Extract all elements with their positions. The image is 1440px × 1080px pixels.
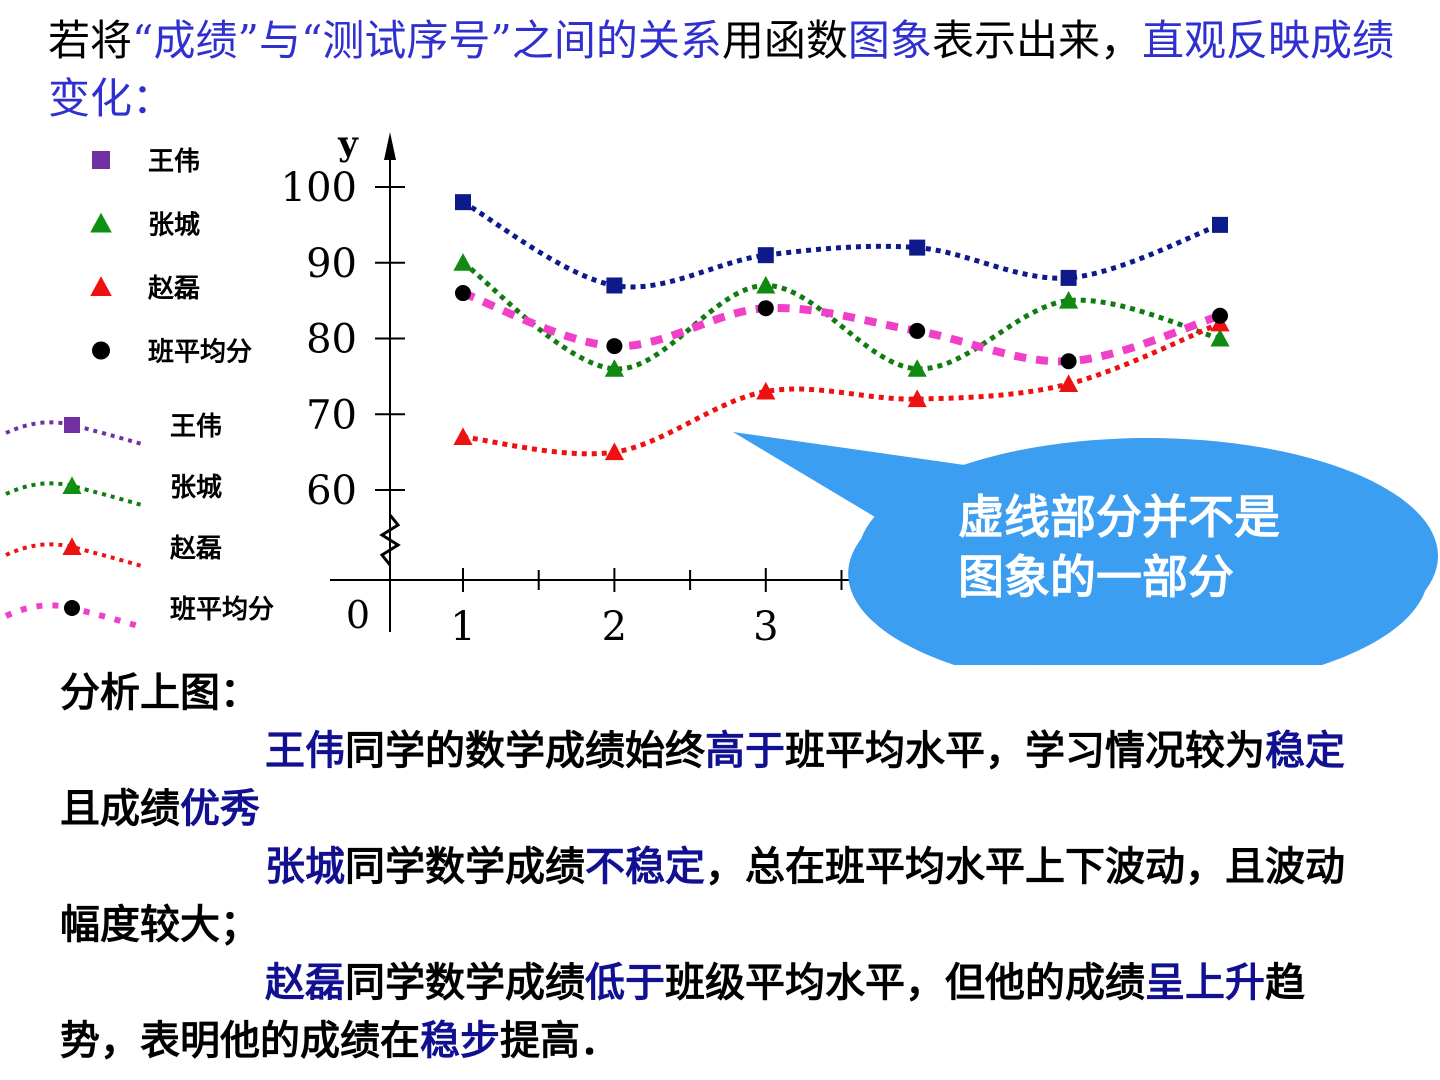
callout-bubble [858,438,1438,665]
marker [756,275,776,294]
marker [453,253,473,271]
text-run: 图象 [847,16,932,65]
marker [90,276,112,296]
chart: y060708090100123456王伟王伟张城张城赵磊赵磊班平均分班平均分虚… [4,124,1438,665]
y-tick-label: 90 [306,241,357,287]
legend-label: 赵磊 [169,534,222,564]
marker [92,151,110,169]
legend-line [5,542,146,569]
callout-text: 虚线部分并不是 [958,490,1280,544]
legend-label: 班平均分 [170,595,274,625]
text-run: 王伟 [265,728,345,774]
analysis-paragraph: 张城同学数学成绩不稳定，总在班平均水平上下波动，且波动幅度较大； [60,838,1380,954]
text-run: 用函数 [721,16,848,65]
text-run: 若将 [48,16,133,65]
legend-label: 王伟 [170,412,222,442]
series-line [461,289,1222,366]
text-run: 表示出来， [931,16,1142,65]
legend-label: 班平均分 [148,338,252,368]
marker [1060,269,1077,286]
origin-label: 0 [346,593,370,637]
heading: 若将“成绩”与“测试序号”之间的关系用函数图象表示出来，直观反映成绩变化： [48,12,1408,128]
text-run: 稳定 [1265,728,1345,774]
marker [1210,328,1230,347]
marker [453,427,473,445]
text-run: 高于 [705,728,785,774]
legend-label: 张城 [170,473,222,503]
marker [909,322,926,339]
text-run: 稳步 [420,1018,500,1064]
x-tick-label: 1 [450,604,475,650]
text-run: 同学的数学成绩始终 [345,728,705,774]
marker [909,239,926,256]
series-line [461,199,1221,290]
analysis-paragraph: 赵磊同学数学成绩低于班级平均水平，但他的成绩呈上升趋势，表明他的成绩在稳步提高． [60,954,1380,1070]
marker [756,381,776,400]
text-run: 提高． [500,1018,620,1064]
text-run: “成绩”与“测试序号”之间的关系 [132,16,722,65]
text-run: 同学数学成绩 [345,960,585,1006]
legend-line [5,481,146,508]
marker [907,359,927,377]
marker [1059,291,1079,309]
marker [1060,353,1077,370]
analysis: 分析上图： 王伟同学的数学成绩始终高于班平均水平，学习情况较为稳定且成绩优秀 张城… [60,664,1380,1070]
marker [604,359,624,377]
legend-line [5,420,146,447]
y-tick-label: 70 [306,392,357,438]
legend-label: 赵磊 [147,274,200,304]
marker [90,212,112,233]
text-run: 且成绩 [60,786,180,832]
text-run: 优秀 [180,786,260,832]
text-run: ，总在班平均水平上下波动，且波动幅度较大； [60,844,1345,948]
legend-label: 张城 [148,211,200,241]
text-run: 低于 [585,960,665,1006]
x-tick-label: 3 [753,604,778,650]
marker [455,194,471,211]
y-axis-label: y [337,124,359,164]
text-run: 班级平均水平，但他的成绩 [665,960,1145,1006]
axis-break [379,514,401,566]
series-line [462,321,1221,457]
text-run: 同学数学成绩 [345,844,585,890]
analysis-title: 分析上图： [60,670,260,716]
marker [606,338,623,355]
marker [62,537,82,555]
marker [604,442,624,461]
marker [62,476,82,494]
marker [757,300,774,317]
marker [1212,216,1228,233]
text-run: 赵磊 [265,960,345,1006]
text-run: 班平均水平，学习情况较为 [785,728,1265,774]
text-run: 趋势，表明他的成绩在 [60,960,1305,1064]
x-tick-label: 2 [602,604,627,650]
series-line [461,260,1221,372]
text-run: 呈上升 [1145,960,1265,1006]
y-axis-arrow [384,132,396,160]
marker [1212,307,1228,324]
text-run: 直观反映成绩变化： [48,16,1394,123]
text-run: 不稳定 [585,844,705,890]
legend-label: 王伟 [148,147,200,177]
marker [64,600,80,616]
marker [455,285,471,302]
text-run: 张城 [265,844,345,890]
analysis-paragraph: 王伟同学的数学成绩始终高于班平均水平，学习情况较为稳定且成绩优秀 [60,722,1380,838]
marker [907,389,927,408]
marker [757,247,774,264]
marker [64,417,80,433]
y-tick-label: 80 [306,317,357,363]
callout-text: 图象的一部分 [958,550,1234,604]
marker [606,277,623,294]
marker [92,341,110,360]
y-tick-label: 100 [281,165,357,211]
y-tick-label: 60 [306,468,357,514]
marker [1059,374,1079,392]
